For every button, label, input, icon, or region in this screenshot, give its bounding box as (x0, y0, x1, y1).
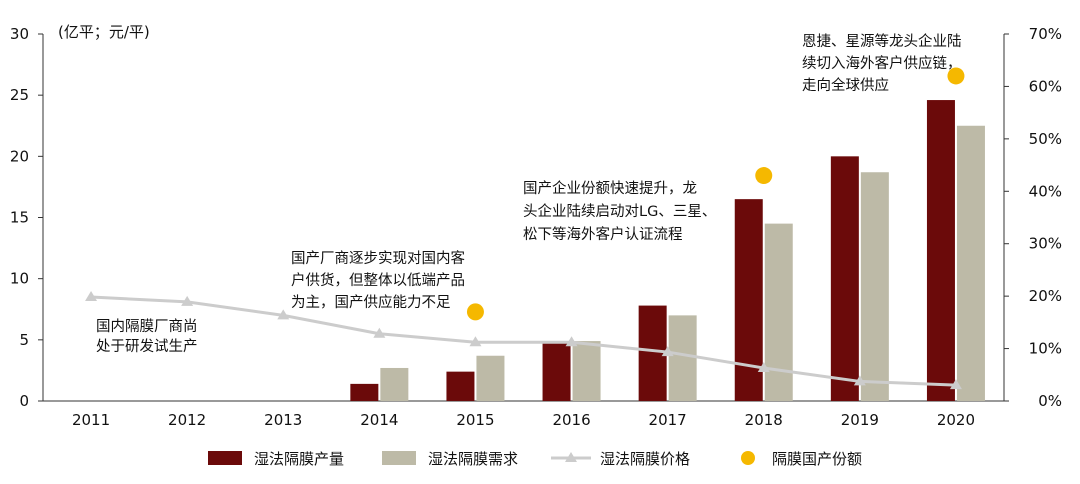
legend-label-share: 隔膜国产份额 (772, 450, 862, 468)
bar-demand (860, 172, 889, 401)
legend-label-production: 湿法隔膜产量 (254, 450, 344, 468)
right-tick-label: 40% (1029, 182, 1062, 200)
annotations: 国内隔膜厂商尚 处于研发试生产 国产厂商逐步实现对国内客 户供货，但整体以低端产… (96, 32, 966, 355)
price-line (90, 295, 957, 387)
annotation-3-line-1: 国产企业份额快速提升，龙 (523, 179, 697, 197)
legend-label-demand: 湿法隔膜需求 (428, 450, 518, 468)
left-tick-labels: 0 5 10 15 20 25 30 (10, 25, 43, 410)
unit-label: (亿平；元/平) (58, 23, 150, 41)
left-tick-label: 10 (10, 270, 29, 288)
right-tick-label: 50% (1029, 130, 1062, 148)
right-tick-label: 0% (1038, 392, 1062, 410)
annotation-4-line-2: 续切入海外客户供应链， (802, 54, 962, 72)
bar-demand (764, 223, 793, 401)
annotation-3: 国产企业份额快速提升，龙 头企业陆续启动对LG、三星、 松下等海外客户认证流程 (523, 179, 721, 243)
x-tick-label: 2018 (745, 411, 783, 429)
price-point (373, 327, 386, 338)
legend-swatch-share (741, 451, 755, 465)
legend-label-price: 湿法隔膜价格 (600, 450, 690, 468)
left-tick-label: 0 (19, 392, 29, 410)
bar-production (926, 100, 955, 401)
annotation-2-line-3: 为主，国产供应能力不足 (291, 293, 451, 311)
x-tick-label: 2013 (264, 411, 302, 429)
right-tick-label: 60% (1029, 77, 1062, 95)
legend-swatch-demand (382, 451, 416, 465)
x-tick-label: 2014 (360, 411, 398, 429)
x-tick-label: 2020 (937, 411, 975, 429)
x-tick-label: 2012 (168, 411, 206, 429)
right-tick-label: 70% (1029, 25, 1062, 43)
bar-demand (380, 367, 409, 401)
bar-demand (476, 355, 505, 401)
annotation-3-line-3: 松下等海外客户认证流程 (523, 225, 683, 243)
legend-swatch-price-marker (565, 452, 577, 462)
x-tick-label: 2015 (456, 411, 494, 429)
left-tick-label: 25 (10, 86, 29, 104)
legend: 湿法隔膜产量 湿法隔膜需求 湿法隔膜价格 隔膜国产份额 (208, 450, 862, 468)
annotation-2: 国产厂商逐步实现对国内客 户供货，但整体以低端产品 为主，国产供应能力不足 (291, 250, 470, 311)
price-point (949, 379, 962, 390)
annotation-4-line-3: 走向全球供应 (802, 76, 889, 94)
annotation-1: 国内隔膜厂商尚 处于研发试生产 (96, 318, 202, 355)
bar-production (830, 156, 859, 401)
price-line-series (85, 291, 962, 390)
annotation-4-line-1: 恩捷、星源等龙头企业陆 (802, 32, 962, 50)
annotation-3-line-2: 头企业陆续启动对LG、三星、 (523, 202, 716, 220)
bar-production (446, 371, 475, 401)
x-tick-label: 2011 (72, 411, 110, 429)
price-point (181, 295, 194, 306)
annotation-2-line-2: 户供货，但整体以低端产品 (291, 272, 465, 289)
x-tick-labels: 2011 2012 2013 2014 2015 2016 2017 2018 2019 2020 (72, 411, 975, 429)
left-tick-label: 5 (19, 331, 29, 349)
left-tick-label: 15 (10, 209, 29, 227)
annotation-4: 恩捷、星源等龙头企业陆 续切入海外客户供应链， 走向全球供应 (802, 32, 966, 94)
share-point (947, 67, 965, 85)
share-point (466, 303, 484, 321)
price-point (565, 336, 578, 347)
annotation-2-line-1: 国产厂商逐步实现对国内客 (291, 250, 465, 267)
legend-swatch-production (208, 451, 242, 465)
price-point (85, 291, 98, 302)
right-tick-labels: 0% 10% 20% 30% 40% 50% 60% 70% (1004, 25, 1062, 410)
price-point (853, 375, 866, 386)
bar-production (542, 342, 571, 401)
bar-production (638, 305, 667, 401)
left-tick-label: 20 (10, 147, 29, 165)
price-point (661, 346, 674, 357)
bar-demand (956, 125, 985, 401)
price-point (469, 336, 482, 347)
right-tick-label: 30% (1029, 235, 1062, 253)
price-point (757, 361, 770, 372)
annotation-1-line-2: 处于研发试生产 (96, 338, 198, 355)
share-point (755, 167, 773, 185)
bar-demand (572, 341, 601, 401)
bar-production (350, 383, 379, 401)
right-tick-label: 20% (1029, 287, 1062, 305)
left-tick-label: 30 (10, 25, 29, 43)
share-scatter-series (466, 67, 965, 321)
annotation-1-line-1: 国内隔膜厂商尚 (96, 318, 198, 335)
right-tick-label: 10% (1029, 340, 1062, 358)
x-tick-label: 2017 (649, 411, 687, 429)
x-tick-label: 2016 (552, 411, 590, 429)
bar-demand (668, 315, 697, 401)
price-point (277, 309, 290, 320)
x-tick-label: 2019 (841, 411, 879, 429)
